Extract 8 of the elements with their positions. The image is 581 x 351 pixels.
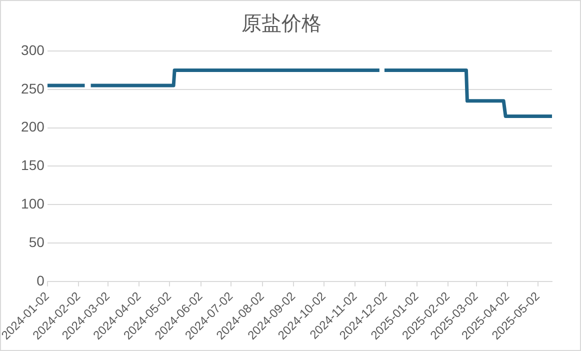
y-tick-label: 150 (21, 157, 45, 174)
y-tick-label: 250 (21, 80, 45, 96)
y-tick-label: 0 (36, 272, 45, 288)
y-tick-label: 50 (28, 234, 45, 250)
y-tick-label: 100 (21, 195, 45, 212)
y-tick-label: 200 (21, 118, 45, 135)
chart-title: 原盐价格 (242, 11, 322, 36)
y-tick-label: 300 (21, 42, 45, 58)
